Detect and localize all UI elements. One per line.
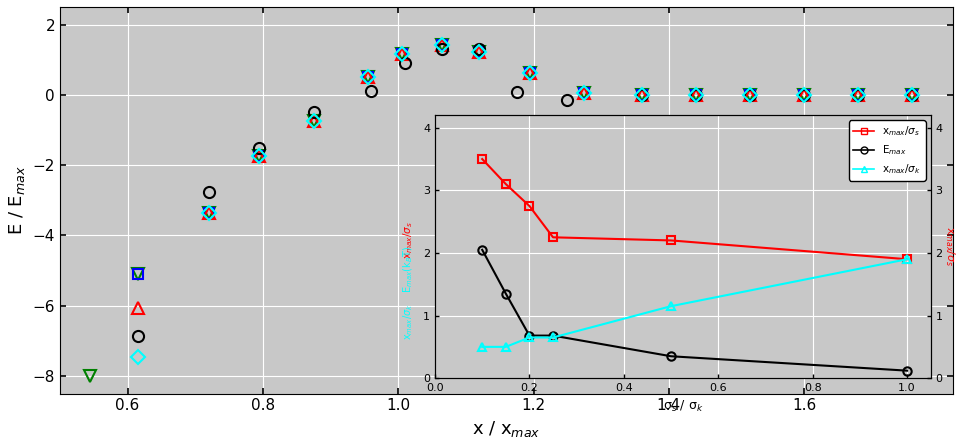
- Y-axis label: E / E$_{max}$: E / E$_{max}$: [7, 165, 27, 235]
- Text: x$_{max}$/$\sigma_k$    E$_{max}$(k$_B$T): x$_{max}$/$\sigma_k$ E$_{max}$(k$_B$T): [401, 246, 416, 340]
- Y-axis label: x$_{max}$/$\sigma_s$: x$_{max}$/$\sigma_s$: [943, 227, 956, 267]
- X-axis label: x / x$_{max}$: x / x$_{max}$: [472, 419, 540, 439]
- Text: x$_{max}$/$\sigma_s$: x$_{max}$/$\sigma_s$: [401, 221, 416, 259]
